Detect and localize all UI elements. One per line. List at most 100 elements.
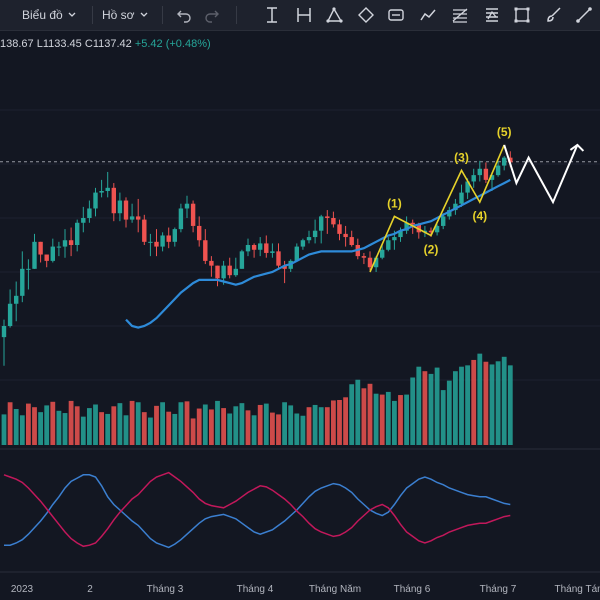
wave-label: (4): [472, 209, 487, 223]
rectangle-icon[interactable]: [512, 5, 532, 25]
volume-bar: [361, 388, 367, 445]
projection-arrowhead: [569, 143, 585, 152]
time-axis-label: Tháng Tám: [555, 584, 600, 595]
candle-body: [343, 233, 348, 238]
candle-body: [93, 192, 98, 209]
volume-bar: [166, 411, 172, 445]
price-chart[interactable]: (1) (2) (3) (4) (5) 2023 2 Tháng 3 Tháng 4 Tháng…: [0, 30, 600, 600]
candle-body: [123, 200, 129, 220]
ellipse-icon[interactable]: [356, 5, 376, 25]
volume-bar: [465, 365, 470, 445]
oscillator-pink-line: [3, 471, 511, 548]
candle-body: [434, 225, 440, 233]
volume-bar: [270, 412, 275, 445]
candle-body: [178, 208, 184, 230]
candle-body: [44, 254, 49, 261]
chart-menu-button[interactable]: Biểu đồ: [22, 5, 76, 25]
undo-icon[interactable]: [174, 5, 194, 25]
volume-bar: [422, 371, 428, 445]
redo-icon[interactable]: [202, 5, 222, 25]
volume-bar: [434, 367, 440, 445]
candle-body: [245, 245, 251, 252]
volume-bar: [141, 412, 147, 445]
candle-body: [20, 268, 25, 296]
volume-bar: [117, 403, 123, 445]
candle-body: [166, 235, 171, 242]
candle-body: [75, 222, 80, 245]
time-axis-label: Tháng 3: [147, 584, 184, 595]
candle-body: [32, 241, 37, 269]
candle-body: [361, 256, 367, 258]
candle-body: [148, 241, 153, 243]
cursor-line-icon[interactable]: [262, 5, 282, 25]
pattern-icon[interactable]: [482, 5, 502, 25]
volume-bar: [184, 401, 190, 445]
volume-bar: [477, 353, 483, 445]
volume-bar: [294, 413, 300, 445]
candle-body: [331, 218, 336, 225]
candle-body: [367, 257, 373, 268]
volume-bar: [440, 390, 446, 445]
volume-bar: [263, 403, 269, 445]
candle-body: [392, 237, 397, 241]
candle-body: [197, 225, 202, 241]
volume-bar: [446, 380, 452, 445]
volume-bar: [196, 408, 202, 445]
candle-body: [221, 265, 226, 279]
triangle-icon[interactable]: [324, 5, 344, 25]
candle-body: [68, 240, 74, 245]
candle-body: [136, 216, 141, 220]
candle-body: [62, 240, 68, 247]
volume-bar: [13, 409, 19, 445]
candle-body: [477, 168, 482, 176]
volume-bar: [300, 415, 306, 445]
candle-body: [7, 303, 13, 326]
path-icon[interactable]: [418, 5, 438, 25]
volume-bar: [331, 400, 336, 445]
candle-body: [87, 208, 92, 218]
volume-bar: [385, 391, 391, 445]
elliott-wave-overlay: (1) (2) (3) (4) (5): [369, 125, 512, 273]
volume-bar: [80, 416, 86, 445]
volume-bars: [1, 353, 513, 445]
volume-bar: [93, 404, 98, 445]
candle-body: [453, 203, 458, 211]
volume-bar: [428, 373, 434, 445]
arrow-marker-icon[interactable]: [386, 5, 406, 25]
volume-bar: [239, 403, 245, 445]
volume-bar: [507, 365, 513, 445]
ohlc-high-value: 138.67: [0, 38, 34, 50]
oscillator-blue-line: [4, 474, 511, 549]
candle-body: [294, 246, 299, 261]
toolbar-divider: [162, 6, 163, 24]
volume-bar: [221, 408, 226, 445]
candle-body: [50, 246, 55, 261]
candle-body: [483, 168, 489, 180]
trend-line-icon[interactable]: [574, 5, 594, 25]
volume-bar: [312, 404, 318, 445]
volume-bar: [227, 413, 233, 445]
time-axis-label: 2023: [11, 584, 34, 595]
candle-body: [172, 229, 177, 242]
horizontal-ray-icon[interactable]: [294, 5, 314, 25]
volume-bar: [501, 356, 507, 445]
volume-bar: [7, 402, 13, 445]
profile-menu-button[interactable]: Hồ sơ: [102, 5, 148, 25]
volume-bar: [26, 403, 31, 445]
volume-bar: [123, 415, 129, 445]
candle-body: [447, 210, 452, 217]
candle-body: [373, 257, 379, 268]
candle-body: [428, 230, 434, 233]
volume-bar: [148, 417, 153, 445]
candle-body: [117, 200, 123, 214]
volume-bar: [202, 404, 208, 445]
volume-bar: [324, 407, 330, 445]
fib-retracement-icon[interactable]: [450, 5, 470, 25]
volume-bar: [282, 402, 287, 445]
candle-body: [349, 237, 354, 245]
chevron-down-icon: [68, 12, 76, 17]
volume-bar: [349, 384, 355, 445]
wave-label: (1): [387, 196, 402, 210]
candle-body: [239, 251, 245, 269]
brush-icon[interactable]: [544, 5, 564, 25]
